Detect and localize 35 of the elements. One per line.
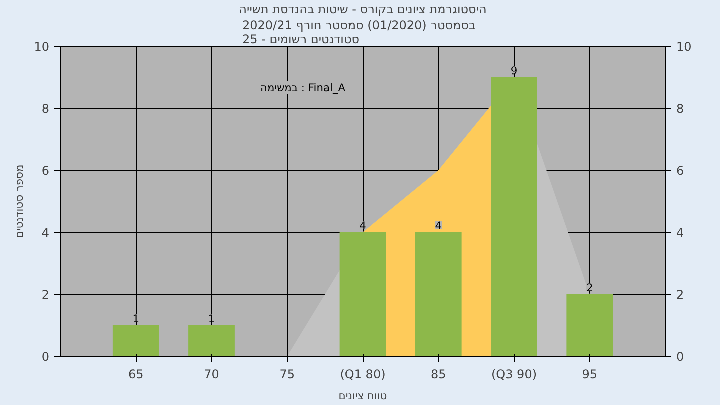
annotation: במשימה : Final_A	[260, 82, 346, 94]
y2-tick-label: 8	[676, 102, 684, 116]
data-label: 4	[435, 220, 442, 232]
data-label: 1	[208, 312, 216, 326]
x-tick-label: 65	[128, 368, 144, 382]
y-tick-label: 10	[34, 40, 50, 54]
chart-subtitle: בסמסטר (01/2020) סמסטר חורף 2020/21 סטודנטים רשומים - 25	[242, 18, 476, 46]
x-axis-title: טווח ציונים	[338, 390, 388, 402]
x-tick-label: 70	[204, 368, 220, 382]
chart-title: היסטוגרמת ציונים בקורס - שיטות בהנדסת תשייה	[239, 2, 487, 16]
bar	[566, 294, 614, 356]
y-tick-label: 4	[42, 226, 50, 240]
x-tick-label: 95	[582, 368, 598, 382]
y-tick-label: 6	[42, 164, 50, 178]
y2-tick-label: 6	[676, 164, 684, 178]
x-tick-label: (Q3 90)	[491, 368, 538, 382]
data-label: 2	[586, 282, 594, 294]
data-label: 9	[510, 64, 518, 78]
y-tick-label: 2	[42, 288, 50, 302]
y2-tick-label: 10	[676, 40, 692, 54]
y-tick-label: 0	[42, 350, 50, 364]
bar	[340, 232, 386, 356]
data-label: 4	[360, 220, 367, 232]
bar	[188, 325, 235, 356]
bar	[112, 325, 160, 356]
y-tick-label: 8	[42, 102, 50, 116]
x-tick-label: (Q1 80)	[340, 368, 386, 382]
x-tick-label: 75	[280, 368, 296, 382]
y-axis-title: מספר סטודנטים	[13, 164, 26, 238]
y2-tick-label: 2	[676, 288, 684, 302]
data-label: 1	[132, 312, 140, 326]
x-tick-label: 85	[430, 368, 446, 382]
y2-tick-label: 4	[676, 226, 684, 240]
bar	[415, 232, 462, 356]
y2-tick-label: 0	[676, 350, 684, 364]
